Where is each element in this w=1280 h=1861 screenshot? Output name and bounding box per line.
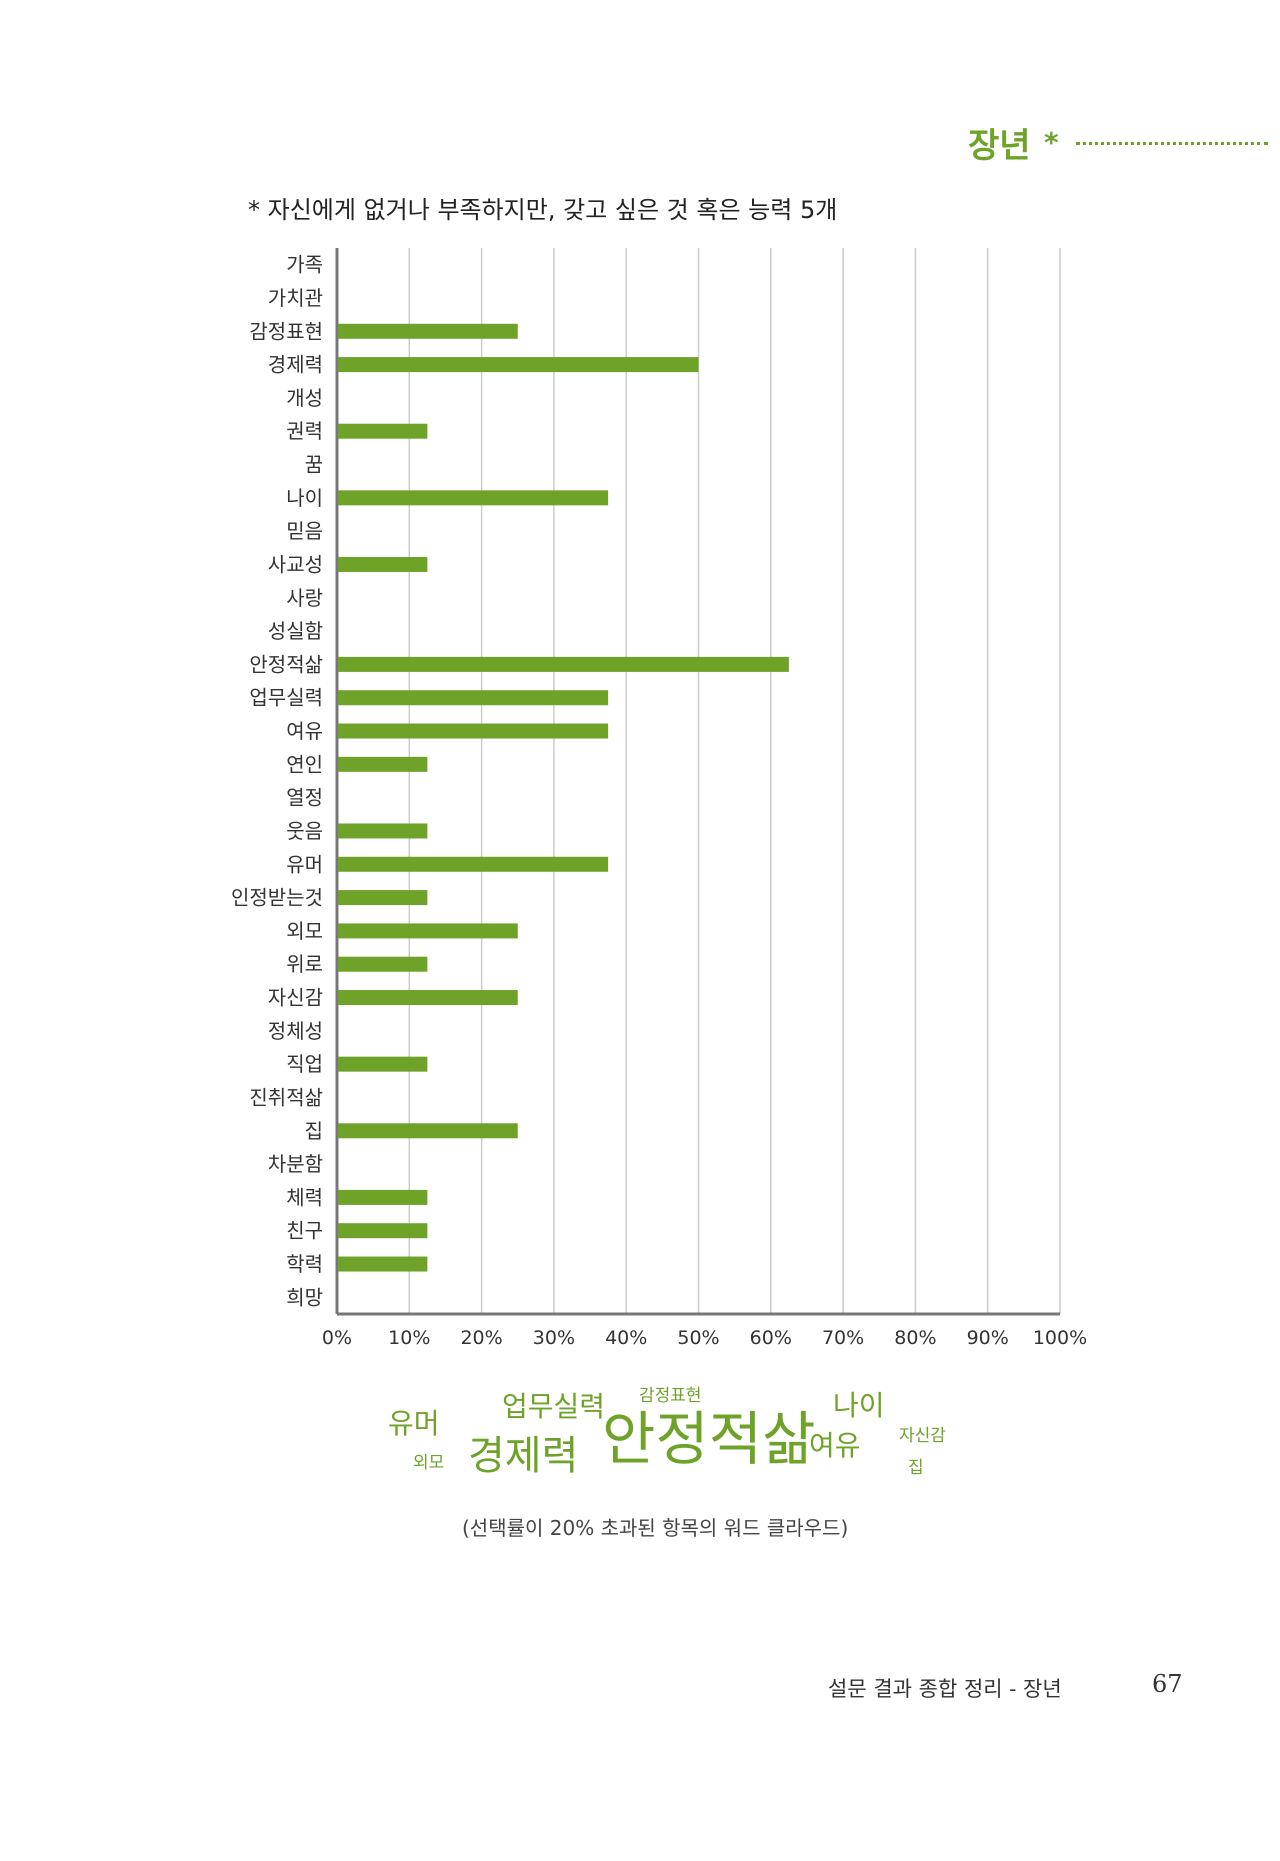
cloud-word: 외모 <box>413 1453 445 1473</box>
x-tick-label: 50% <box>677 1327 719 1349</box>
bar <box>338 956 428 972</box>
word-cloud-caption: (선택률이 20% 초과된 항목의 워드 클라우드) <box>462 1516 849 1540</box>
section-title: 장년 <box>968 126 1031 166</box>
cloud-word: 업무실력 <box>502 1390 606 1423</box>
category-label: 꿈 <box>305 453 323 477</box>
bar <box>338 990 518 1006</box>
cloud-word: 안정적삶 <box>602 1405 816 1473</box>
bar <box>338 490 609 506</box>
category-label: 사교성 <box>268 552 323 576</box>
category-label: 나이 <box>286 486 323 510</box>
category-label: 권력 <box>286 419 323 443</box>
cloud-word: 집 <box>908 1458 924 1478</box>
category-label: 열정 <box>286 786 323 810</box>
bar <box>338 423 428 439</box>
category-label: 외모 <box>286 919 323 943</box>
category-label: 가치관 <box>268 286 323 310</box>
bar <box>338 323 518 339</box>
x-tick-label: 70% <box>822 1327 864 1349</box>
bar <box>338 1256 428 1272</box>
category-label: 인정받는것 <box>231 886 323 910</box>
category-label: 연인 <box>286 752 323 776</box>
section-star: * <box>1044 126 1059 159</box>
footer-text: 설문 결과 종합 정리 - 장년 <box>828 1677 1062 1701</box>
cloud-word: 여유 <box>809 1429 861 1462</box>
cloud-word: 유머 <box>388 1407 440 1440</box>
bar <box>338 357 699 373</box>
category-label: 유머 <box>286 852 323 876</box>
category-label: 가족 <box>286 253 323 277</box>
cloud-word: 경제력 <box>468 1433 579 1479</box>
cloud-word: 나이 <box>833 1389 885 1422</box>
x-tick-label: 90% <box>967 1327 1009 1349</box>
x-tick-label: 30% <box>533 1327 575 1349</box>
x-tick-label: 0% <box>322 1327 352 1349</box>
category-label: 학력 <box>286 1252 323 1276</box>
bar <box>338 656 789 672</box>
bar <box>338 923 518 939</box>
category-label: 경제력 <box>268 353 323 377</box>
category-label: 위로 <box>286 952 323 976</box>
category-label: 사랑 <box>286 586 323 610</box>
category-label: 감정표현 <box>249 319 323 343</box>
bar <box>338 1223 428 1239</box>
category-label: 희망 <box>286 1285 323 1309</box>
page-number: 67 <box>1152 1670 1183 1698</box>
bar <box>338 690 609 706</box>
cloud-word: 감정표현 <box>639 1386 702 1406</box>
category-label: 성실함 <box>268 619 323 643</box>
bar-chart: 0% 10% 20% 30% 40% 50% 60% 70% 80% 90% 100% 가족가치관감정… <box>231 248 1087 1349</box>
bar <box>338 723 609 739</box>
bar <box>338 856 609 872</box>
x-tick-label: 80% <box>894 1327 936 1349</box>
cloud-word: 자신감 <box>899 1426 946 1446</box>
x-tick-label: 10% <box>388 1327 430 1349</box>
bar <box>338 890 428 906</box>
category-label: 진취적삶 <box>249 1085 323 1109</box>
category-label: 믿음 <box>286 519 323 543</box>
x-tick-label: 20% <box>460 1327 502 1349</box>
bar <box>338 556 428 572</box>
question-text: * 자신에게 없거나 부족하지만, 갖고 싶은 것 혹은 능력 5개 <box>248 196 838 224</box>
bar <box>338 823 428 839</box>
x-tick-label: 60% <box>750 1327 792 1349</box>
category-label: 차분함 <box>268 1152 323 1176</box>
bar <box>338 1123 518 1139</box>
category-label: 업무실력 <box>249 686 323 710</box>
category-label: 직업 <box>286 1052 323 1076</box>
x-tick-label: 40% <box>605 1327 647 1349</box>
category-label: 친구 <box>286 1219 323 1243</box>
category-label: 웃음 <box>286 819 323 843</box>
category-label: 체력 <box>286 1185 323 1209</box>
category-label: 집 <box>305 1119 323 1143</box>
category-label: 개성 <box>286 386 323 410</box>
category-label: 여유 <box>286 719 323 743</box>
x-tick-label: 100% <box>1033 1327 1087 1349</box>
category-label: 자신감 <box>268 986 323 1010</box>
bar <box>338 756 428 772</box>
section-dotted-rule <box>1076 142 1268 145</box>
bar <box>338 1189 428 1205</box>
category-label: 정체성 <box>268 1019 323 1043</box>
category-label: 안정적삶 <box>249 652 323 676</box>
bar <box>338 1056 428 1072</box>
